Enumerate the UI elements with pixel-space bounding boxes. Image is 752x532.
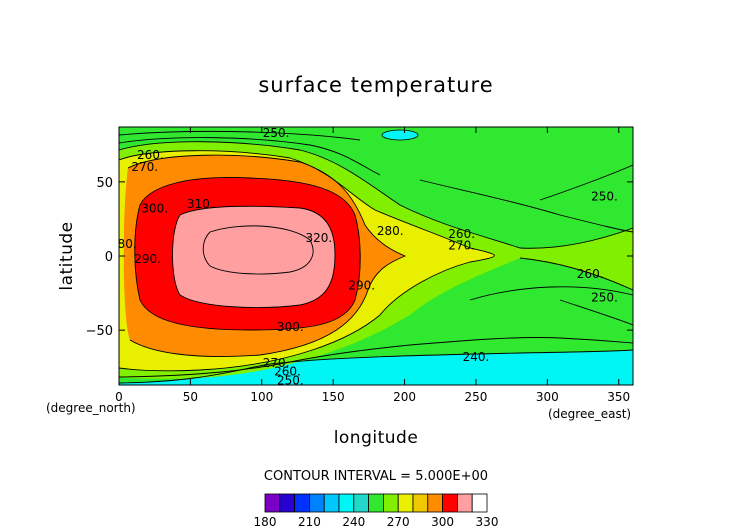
colorbar-tick-label: 180	[254, 515, 277, 529]
colorbar-swatch	[279, 493, 295, 513]
contour-lines	[119, 130, 633, 384]
colorbar-swatch	[412, 493, 429, 513]
colorbar: 180 210 240 270 300 330	[254, 493, 499, 529]
contour-label: 280.	[377, 224, 404, 238]
contour-label: 280.	[110, 237, 137, 251]
colorbar-swatch	[471, 493, 488, 513]
band-240-south	[119, 350, 633, 385]
contour-label: 300.	[141, 202, 168, 216]
contour-labels: 250.260.270.280.290.300. 310.320.290.280.…	[110, 126, 618, 388]
contour-label: 240.	[463, 350, 490, 364]
x-axis-label: longitude	[334, 428, 419, 448]
band-240-north	[381, 129, 419, 141]
contour-label: 260.	[577, 267, 604, 281]
contour-label: 250.	[591, 291, 618, 305]
colorbar-tick-label: 300	[431, 515, 454, 529]
x-tick-label: 0	[115, 390, 123, 404]
contour-label: 320.	[306, 231, 333, 245]
y-axis-label: latitude	[57, 221, 77, 290]
colorbar-swatch	[382, 493, 399, 513]
x-tick-label: 150	[322, 390, 345, 404]
contour-label: 250.	[263, 126, 290, 140]
colorbar-swatch	[456, 493, 473, 513]
contour-label: 290.	[348, 279, 375, 293]
contour-label: 260.	[448, 227, 475, 241]
x-tick-label: 100	[250, 390, 273, 404]
chart-title: surface temperature	[258, 73, 493, 97]
colorbar-tick-label: 240	[342, 515, 365, 529]
colorbar-swatch	[323, 493, 340, 513]
colorbar-swatch	[442, 493, 458, 513]
contour-label: 250.	[277, 374, 304, 388]
x-tick-label: 350	[607, 390, 630, 404]
x-tick-label: 200	[393, 390, 416, 404]
y-unit-label: (degree_north)	[46, 401, 136, 415]
colorbar-tick-label: 330	[476, 515, 499, 529]
contour-label: 310.	[187, 197, 214, 211]
y-axis: −50 0 50	[86, 176, 633, 339]
contour-label: 270.	[448, 239, 475, 253]
contour-label: 260.	[274, 365, 301, 379]
x-tick-label: 50	[183, 390, 198, 404]
x-tick-label: 300	[536, 390, 559, 404]
x-axis: 0 50 100 150 200 250 300 350	[115, 127, 630, 404]
colorbar-tick-label: 270	[387, 515, 410, 529]
colorbar-swatch	[264, 493, 281, 513]
y-tick-label: 50	[96, 176, 113, 191]
contour-label: 270.	[131, 160, 158, 174]
y-tick-label: 0	[105, 250, 113, 265]
colorbar-swatch	[294, 493, 310, 513]
contour-label: 260.	[137, 148, 164, 162]
colorbar-swatch	[427, 493, 443, 513]
colorbar-swatch	[338, 493, 355, 513]
y-tick-label: −50	[86, 324, 113, 339]
colorbar-swatch	[368, 493, 384, 513]
x-tick-label: 250	[464, 390, 487, 404]
colorbar-tick-label: 210	[298, 515, 321, 529]
colorbar-swatch	[308, 493, 325, 513]
colorbar-swatch	[397, 493, 414, 513]
contour-label: 300.	[277, 320, 304, 334]
contour-label: 290.	[134, 252, 161, 266]
x-unit-label: (degree_east)	[548, 407, 631, 421]
contour-label: 250.	[591, 190, 618, 204]
contour-interval-text: CONTOUR INTERVAL = 5.000E+00	[264, 469, 488, 484]
contour-label: 270.	[263, 356, 290, 370]
colorbar-swatch	[353, 493, 369, 513]
band-300	[172, 206, 335, 308]
plot-area: 250.260.270.280.290.300. 310.320.290.280.…	[110, 126, 633, 388]
